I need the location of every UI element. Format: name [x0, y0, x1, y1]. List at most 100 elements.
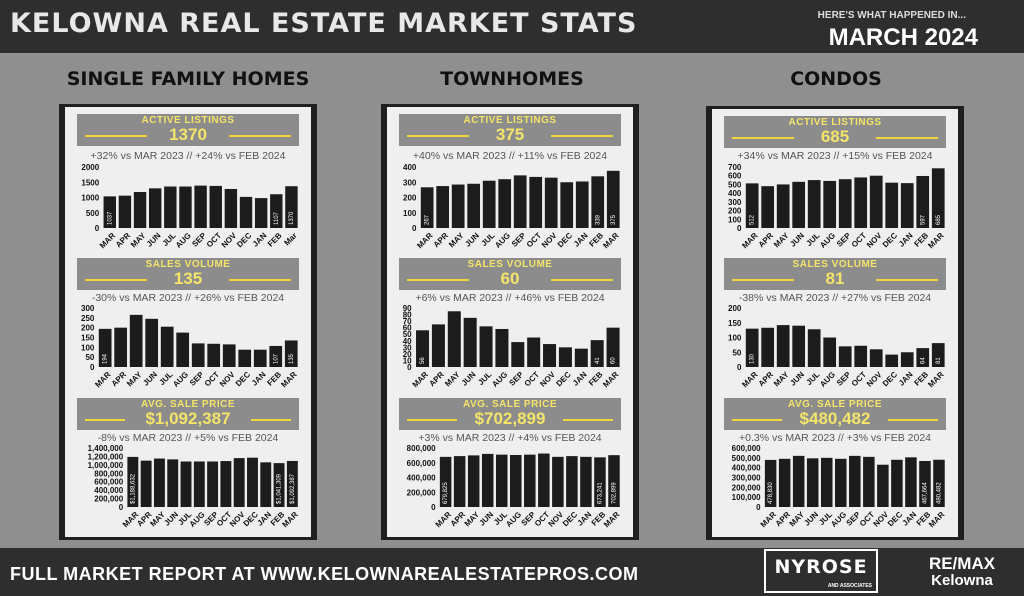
x-tick-label: NOV: [540, 231, 559, 250]
x-tick-label: JUN: [463, 231, 481, 249]
bar: [270, 194, 283, 228]
bar: [463, 317, 477, 367]
x-tick-label: MAR: [279, 370, 298, 389]
x-tick-label: NOV: [865, 370, 884, 389]
bar: [869, 349, 883, 367]
chart-condo-listings: 0100200300400500600700512MARAPRMAYJUNJUL…: [728, 163, 946, 250]
section-label: ACTIVE LISTINGS: [463, 115, 557, 126]
x-tick-label: MAR: [411, 370, 430, 389]
column-title-single-family: SINGLE FAMILY HOMES: [66, 68, 310, 90]
bar: [103, 196, 116, 228]
accent-rule: [732, 137, 794, 139]
bar: [776, 325, 790, 367]
bar: [761, 186, 775, 228]
section-sales-volume: SALES VOLUME 60: [399, 258, 621, 290]
bar: [931, 343, 945, 367]
accent-rule: [251, 419, 291, 421]
y-tick-label: 150: [728, 319, 742, 328]
chart-townhome-sales: 010203040506070809056MARAPRMAYJUNJULAUGS…: [403, 304, 621, 389]
y-tick-label: 100: [728, 215, 742, 224]
y-tick-label: 90: [403, 304, 412, 313]
x-tick-label: AUG: [171, 370, 190, 389]
bar: [778, 458, 791, 507]
x-tick-label: JUN: [788, 231, 806, 249]
bar: [193, 461, 205, 507]
report-link[interactable]: FULL MARKET REPORT AT WWW.KELOWNAREALEST…: [10, 564, 639, 584]
x-tick-label: NOV: [865, 231, 884, 250]
bar: [745, 328, 759, 367]
bar: [916, 175, 930, 228]
y-tick-label: 50: [732, 348, 741, 357]
bar: [233, 458, 245, 507]
section-active-listings: ACTIVE LISTINGS 1370: [77, 114, 299, 146]
x-tick-label: MAY: [772, 370, 791, 389]
bar: [222, 344, 236, 367]
bar: [180, 461, 192, 507]
accent-rule: [85, 279, 147, 281]
section-value: 60: [500, 269, 520, 288]
section-value: 81: [825, 269, 845, 288]
bar: [835, 458, 847, 507]
bar: [431, 324, 445, 367]
accent-rule: [85, 419, 125, 421]
y-tick-label: 10: [403, 356, 412, 365]
section-avg-sale-price: AVG. SALE PRICE $1,092,387: [77, 398, 299, 430]
section-label: AVG. SALE PRICE: [141, 399, 235, 410]
accent-rule: [876, 279, 938, 281]
comparison-text: +0.3% vs MAR 2023 // +3% vs FEB 2024: [738, 432, 931, 444]
bar: [420, 187, 434, 228]
bar: [153, 458, 165, 507]
bar: [133, 192, 147, 228]
data-label: 679,825: [443, 482, 449, 504]
y-tick-label: 600,000: [407, 459, 436, 468]
bar: [792, 325, 806, 367]
data-label: 64: [920, 357, 926, 364]
data-label: 60: [611, 357, 617, 364]
chart-townhome-price: 0200,000400,000600,000800,000679,825MARA…: [407, 444, 622, 529]
data-label: 1107: [274, 211, 280, 225]
section-avg-sale-price: AVG. SALE PRICE $702,899: [399, 398, 621, 430]
bar: [854, 177, 868, 228]
bar: [479, 326, 493, 367]
data-label: 267: [425, 214, 431, 225]
bar: [916, 348, 930, 367]
x-tick-label: JUN: [460, 370, 478, 388]
x-tick-label: MAR: [280, 510, 299, 529]
x-tick-label: MAR: [602, 510, 621, 529]
data-label: 339: [595, 214, 601, 225]
section-value: $480,482: [799, 409, 871, 428]
bar: [129, 314, 143, 367]
x-tick-label: MAR: [601, 231, 620, 250]
x-tick-label: JUN: [802, 510, 820, 528]
y-tick-label: 30: [403, 343, 412, 352]
x-tick-label: DEC: [556, 231, 574, 249]
bar: [900, 183, 914, 228]
y-tick-label: 1000: [81, 194, 99, 203]
x-tick-label: MAY: [125, 370, 144, 389]
x-tick-label: MAY: [443, 370, 462, 389]
y-tick-label: 200: [728, 304, 742, 313]
x-tick-label: DEC: [234, 370, 252, 388]
section-active-listings: ACTIVE LISTINGS 685: [724, 116, 946, 148]
y-tick-label: 600,000: [732, 444, 761, 453]
bar: [118, 195, 132, 228]
x-tick-label: DEC: [235, 231, 253, 249]
x-tick-label: NOV: [538, 370, 557, 389]
y-tick-label: 100,000: [732, 493, 761, 502]
bar: [253, 349, 267, 367]
bar: [160, 326, 174, 367]
x-tick-label: JAN: [897, 231, 915, 249]
comparison-text: +40% vs MAR 2023 // +11% vs FEB 2024: [412, 150, 608, 162]
bar: [849, 455, 861, 507]
bar: [792, 455, 805, 507]
bar: [823, 337, 837, 367]
data-label: 1370: [289, 211, 295, 225]
column-title-condos: CONDOS: [790, 68, 882, 90]
x-tick-label: OCT: [525, 231, 543, 249]
x-tick-label: JUN: [788, 370, 806, 388]
bar: [209, 185, 222, 228]
y-tick-label: 200: [81, 324, 95, 333]
remax-logo: RE/MAX Kelowna: [912, 554, 1012, 592]
x-tick-label: MAY: [772, 231, 791, 250]
accent-rule: [407, 419, 457, 421]
